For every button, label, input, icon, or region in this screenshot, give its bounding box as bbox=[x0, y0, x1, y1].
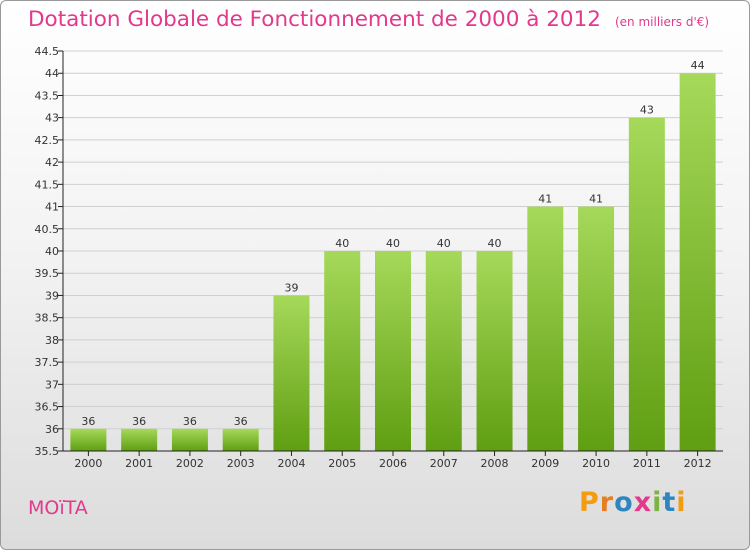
data-label: 39 bbox=[284, 281, 298, 294]
bars bbox=[70, 73, 716, 452]
bar bbox=[628, 117, 665, 452]
x-tick-label: 2008 bbox=[481, 457, 509, 470]
title-text: Dotation Globale de Fonctionnement de 20… bbox=[28, 7, 601, 32]
data-label: 36 bbox=[81, 415, 95, 428]
x-tick-label: 2011 bbox=[633, 457, 661, 470]
data-label: 36 bbox=[183, 415, 197, 428]
bar bbox=[527, 206, 564, 451]
y-tick-label: 39.5 bbox=[35, 267, 60, 280]
y-tick-label: 38 bbox=[45, 334, 59, 347]
x-tick-label: 2006 bbox=[379, 457, 407, 470]
chart-subtitle: (en milliers d'€) bbox=[614, 15, 710, 29]
x-tick-label: 2009 bbox=[531, 457, 559, 470]
logo-letter: P bbox=[579, 487, 600, 518]
y-tick-labels: 35.5 36 36.5 37 37.5 38 38.5 39 39.5 40 40.5 41 41.5… bbox=[35, 45, 60, 458]
y-tick-label: 35.5 bbox=[35, 445, 60, 458]
y-tick-label: 41.5 bbox=[35, 178, 60, 191]
x-tick-label: 2002 bbox=[176, 457, 204, 470]
logo-letter: o bbox=[614, 487, 634, 518]
bar bbox=[121, 428, 158, 451]
x-tick-label: 2004 bbox=[277, 457, 305, 470]
y-tick-label: 40.5 bbox=[35, 223, 60, 236]
data-labels: 36 36 36 36 39 40 40 40 40 41 41 43 44 bbox=[81, 59, 704, 428]
bar bbox=[578, 206, 615, 451]
data-label: 41 bbox=[589, 193, 603, 206]
y-tick-label: 44 bbox=[45, 67, 59, 80]
data-label: 40 bbox=[335, 237, 349, 250]
axes bbox=[58, 50, 723, 456]
bar bbox=[273, 295, 310, 451]
data-label: 40 bbox=[488, 237, 502, 250]
x-tick-label: 2005 bbox=[328, 457, 356, 470]
x-tick-label: 2001 bbox=[125, 457, 153, 470]
y-tick-label: 40 bbox=[45, 245, 59, 258]
chart-title: Dotation Globale de Fonctionnement de 20… bbox=[28, 7, 709, 32]
logo-letter: i bbox=[676, 487, 687, 518]
logo-letter: r bbox=[599, 487, 615, 518]
x-tick-labels: 2000 2001 2002 2003 2004 2005 2006 2007 2008 2009… bbox=[74, 457, 711, 470]
y-tick-label: 43 bbox=[45, 112, 59, 125]
bar bbox=[425, 251, 462, 451]
logo-letter: t bbox=[662, 487, 677, 518]
y-tick-label: 36.5 bbox=[35, 401, 60, 414]
y-tick-label: 39 bbox=[45, 289, 59, 302]
bar bbox=[679, 73, 716, 451]
data-label: 36 bbox=[234, 415, 248, 428]
bar bbox=[222, 428, 259, 451]
y-tick-label: 42 bbox=[45, 156, 59, 169]
bar bbox=[70, 428, 107, 451]
proxiti-logo[interactable]: Proxiti bbox=[579, 487, 687, 518]
bar bbox=[171, 428, 208, 451]
y-tick-label: 42.5 bbox=[35, 134, 60, 147]
y-tick-label: 36 bbox=[45, 423, 59, 436]
x-tick-label: 2007 bbox=[430, 457, 458, 470]
data-label: 36 bbox=[132, 415, 146, 428]
logo-letter: x bbox=[633, 487, 653, 518]
place-name: MOïTA bbox=[28, 497, 88, 519]
y-tick-label: 44.5 bbox=[35, 45, 60, 58]
bar bbox=[324, 251, 361, 451]
bar bbox=[476, 251, 513, 451]
data-label: 40 bbox=[437, 237, 451, 250]
data-label: 40 bbox=[386, 237, 400, 250]
x-tick-label: 2012 bbox=[684, 457, 712, 470]
logo-letter: i bbox=[652, 487, 663, 518]
bar bbox=[375, 251, 411, 451]
y-tick-label: 37.5 bbox=[35, 356, 60, 369]
y-tick-label: 43.5 bbox=[35, 89, 60, 102]
data-label: 41 bbox=[538, 193, 552, 206]
x-tick-label: 2000 bbox=[74, 457, 102, 470]
data-label: 43 bbox=[640, 104, 654, 117]
y-tick-label: 41 bbox=[45, 201, 59, 214]
y-tick-label: 38.5 bbox=[35, 312, 60, 325]
x-tick-label: 2003 bbox=[227, 457, 255, 470]
y-tick-label: 37 bbox=[45, 378, 59, 391]
data-label: 44 bbox=[691, 59, 705, 72]
x-tick-label: 2010 bbox=[582, 457, 610, 470]
